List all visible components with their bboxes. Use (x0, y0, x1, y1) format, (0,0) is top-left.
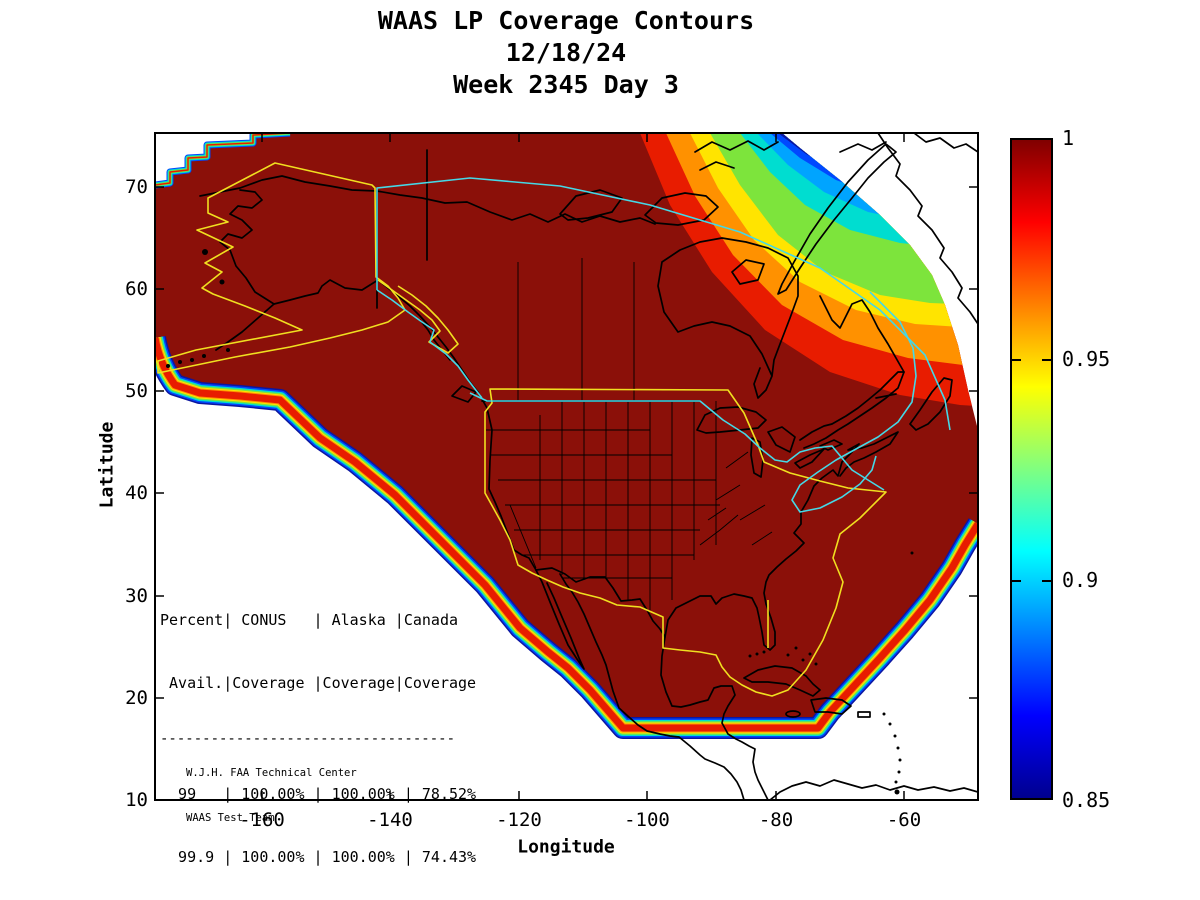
plot-frame (154, 132, 979, 801)
colorbar (1010, 138, 1053, 800)
x-tick-label: -120 (496, 809, 542, 831)
x-tick-label: -100 (624, 809, 670, 831)
coverage-stats-table: Percent| CONUS | Alaska |Canada Avail.|C… (160, 568, 476, 900)
coverage-edge-fringe (155, 133, 978, 739)
state-borders (486, 258, 773, 612)
colorbar-label: 0.9 (1062, 568, 1099, 592)
y-tick-label: 30 (125, 585, 148, 607)
x-tick-label: -140 (367, 809, 413, 831)
y-tick-label: 70 (125, 176, 148, 198)
colorbar-tick (1012, 359, 1021, 361)
x-tick-label: -60 (886, 809, 922, 831)
x-tick-label: -80 (758, 809, 794, 831)
y-tick-label: 40 (125, 482, 148, 504)
stats-data-row: 99.9 | 100.00% | 100.00% | 74.43% (160, 848, 477, 866)
credit-text: W.J.H. FAA Technical Center WAAS Test Te… (186, 736, 357, 856)
title-week-day: Week 2345 Day 3 (453, 70, 679, 99)
service-volume-cyan (376, 177, 951, 513)
colorbar-tick (1042, 580, 1051, 582)
colorbar-tick (1042, 359, 1051, 361)
x-tick-label: -160 (239, 809, 285, 831)
colorbar-label: 0.85 (1062, 788, 1111, 812)
colorbar-label: 0.95 (1062, 347, 1111, 371)
title-date: 12/18/24 (505, 38, 627, 67)
y-tick-label: 50 (125, 380, 148, 402)
credit-line: WAAS Test Team (186, 812, 275, 824)
stats-data-row: 99 | 100.00% | 100.00% | 78.52% (160, 785, 477, 803)
y-tick-label: 10 (125, 789, 148, 811)
stats-header-row: Avail.|Coverage |Coverage|Coverage (160, 674, 477, 692)
x-axis-label: Longitude (517, 836, 615, 858)
colorbar-label: 1 (1062, 126, 1075, 150)
page-title: WAAS LP Coverage Contours (377, 6, 755, 35)
y-axis-label: Latitude (96, 421, 118, 509)
y-tick-label: 20 (125, 687, 148, 709)
credit-line: W.J.H. FAA Technical Center (186, 767, 357, 779)
stats-header-row: Percent| CONUS | Alaska |Canada (160, 611, 459, 629)
y-tick-label: 60 (125, 278, 148, 300)
colorbar-tick (1012, 580, 1021, 582)
